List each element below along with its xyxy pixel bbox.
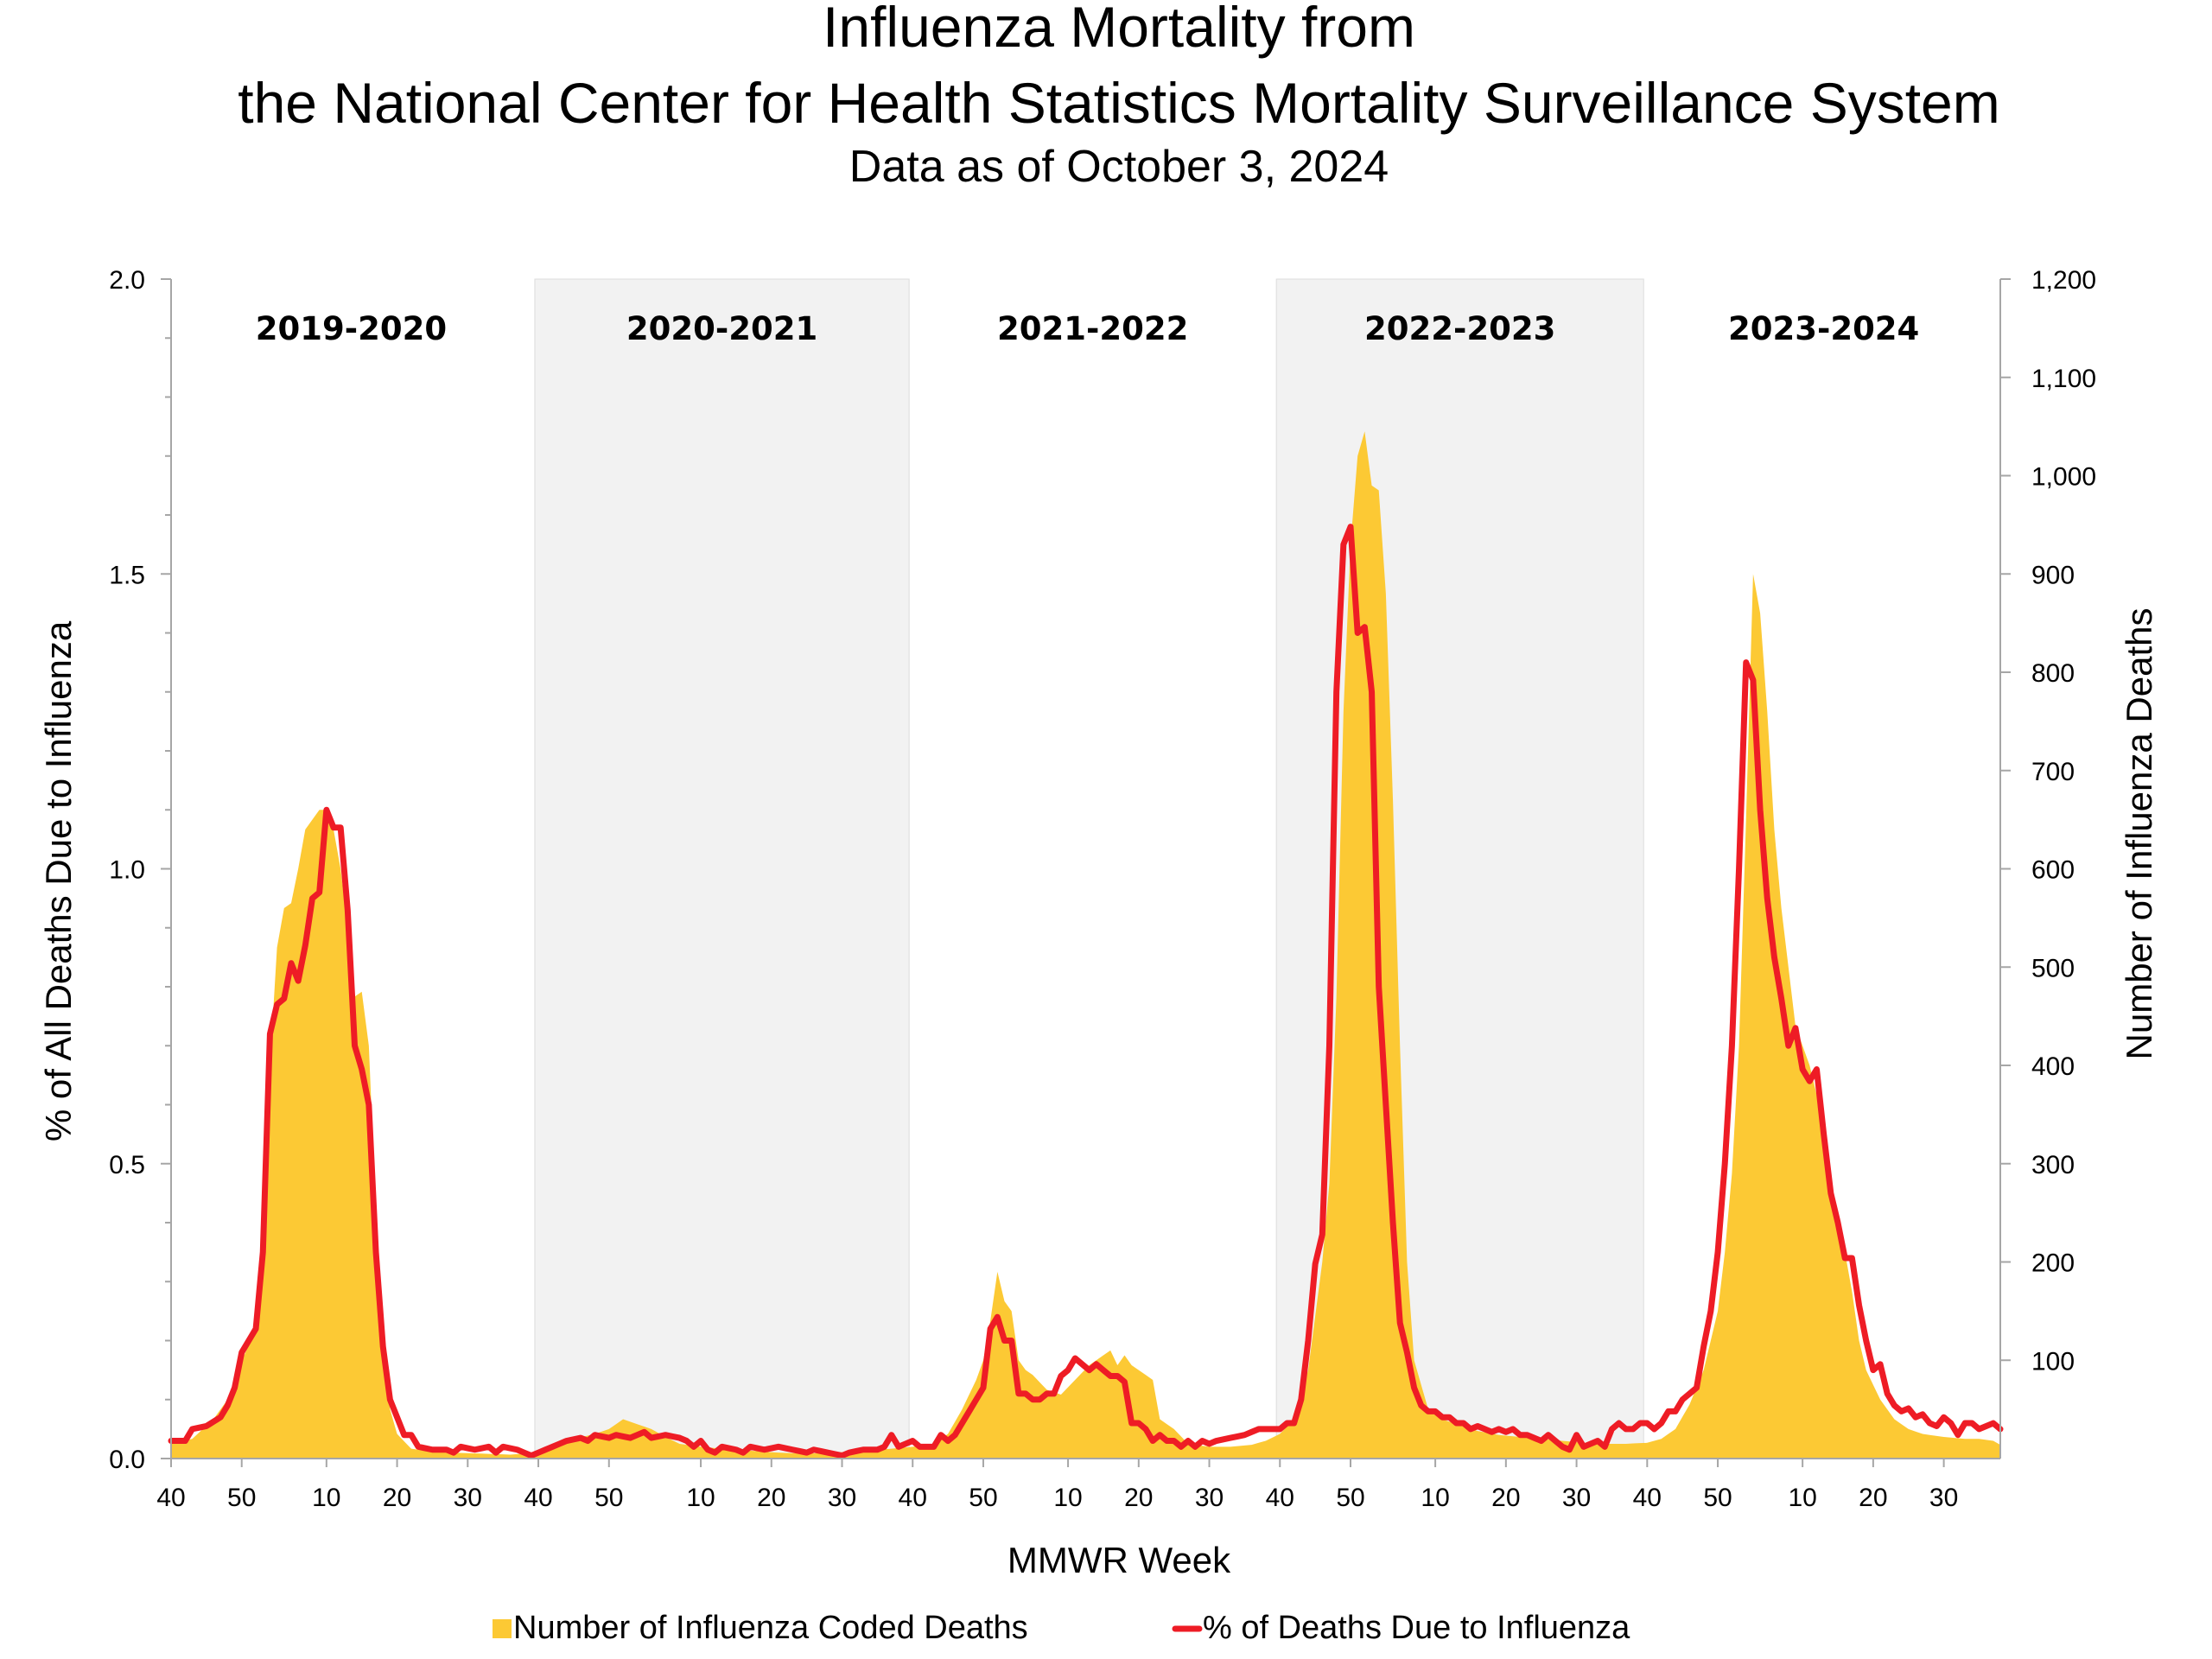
left-axis-ticks: 0.0 0.5 1.0 1.5 2.0 <box>109 266 171 1474</box>
right-tick-label: 700 <box>2031 758 2075 786</box>
x-tick-label: 10 <box>1421 1484 1449 1512</box>
right-tick-label: 800 <box>2031 659 2075 688</box>
x-tick-label: 30 <box>454 1484 482 1512</box>
x-tick-label: 10 <box>1053 1484 1082 1512</box>
x-tick-label: 50 <box>594 1484 623 1512</box>
x-tick-label: 10 <box>686 1484 715 1512</box>
chart-subtitle: Data as of October 3, 2024 <box>849 142 1389 192</box>
legend-area-label: Number of Influenza Coded Deaths <box>513 1610 1028 1646</box>
x-axis-label: MMWR Week <box>1007 1540 1231 1580</box>
right-tick-label: 1,200 <box>2031 266 2096 295</box>
x-tick-label: 30 <box>1929 1484 1958 1512</box>
season-label-2023-2024: 2023-2024 <box>1728 310 1919 347</box>
season-backgrounds <box>534 278 1644 1459</box>
right-tick-label: 1,000 <box>2031 463 2096 492</box>
chart-title-line2: the National Center for Health Statistic… <box>238 71 2000 135</box>
season-label-2020-2021: 2020-2021 <box>626 310 817 347</box>
right-tick-label: 100 <box>2031 1347 2075 1376</box>
season-band-2020-2021 <box>534 278 910 1459</box>
x-axis-ticks: 40 50 10 20 30 40 50 10 20 30 40 50 10 20 30 40 50 10 20 30… <box>156 1459 1958 1512</box>
right-tick-label: 200 <box>2031 1249 2075 1278</box>
x-tick-label: 30 <box>828 1484 856 1512</box>
legend-area-swatch <box>493 1619 512 1638</box>
x-tick-label: 50 <box>1703 1484 1732 1512</box>
x-tick-label: 40 <box>1633 1484 1662 1512</box>
x-tick-label: 50 <box>1336 1484 1364 1512</box>
x-tick-label: 40 <box>156 1484 185 1512</box>
right-tick-label: 1,100 <box>2031 365 2096 393</box>
x-tick-label: 20 <box>383 1484 411 1512</box>
season-label-2019-2020: 2019-2020 <box>256 310 447 347</box>
x-tick-label: 20 <box>757 1484 785 1512</box>
x-tick-label: 30 <box>1195 1484 1224 1512</box>
chart-title: Influenza Mortality from <box>823 0 1415 59</box>
x-tick-label: 40 <box>899 1484 927 1512</box>
left-tick-label: 0.5 <box>109 1151 145 1179</box>
right-tick-label: 300 <box>2031 1151 2075 1179</box>
left-tick-label: 1.5 <box>109 561 145 589</box>
x-tick-label: 30 <box>1562 1484 1591 1512</box>
right-tick-label: 500 <box>2031 954 2075 982</box>
right-tick-label: 900 <box>2031 561 2075 589</box>
x-tick-label: 40 <box>1266 1484 1294 1512</box>
legend: Number of Influenza Coded Deaths % of De… <box>493 1610 1630 1646</box>
right-tick-label: 600 <box>2031 856 2075 885</box>
season-label-2022-2023: 2022-2023 <box>1364 310 1555 347</box>
left-tick-label: 1.0 <box>109 856 145 885</box>
x-tick-label: 20 <box>1124 1484 1153 1512</box>
legend-line-label: % of Deaths Due to Influenza <box>1203 1610 1630 1646</box>
x-tick-label: 20 <box>1491 1484 1520 1512</box>
y-axis-left-label: % of All Deaths Due to Influenza <box>38 620 79 1141</box>
x-tick-label: 50 <box>227 1484 256 1512</box>
series-area-influenza-coded-deaths <box>171 431 2000 1459</box>
series-line-percent-deaths <box>168 524 2004 1459</box>
left-tick-label: 2.0 <box>109 266 145 295</box>
plot-area <box>168 431 2004 1459</box>
y-axis-right-label: Number of Influenza Deaths <box>2119 608 2159 1060</box>
season-labels: 2019-2020 2020-2021 2021-2022 2022-2023 2023… <box>256 310 1920 347</box>
right-tick-label: 400 <box>2031 1052 2075 1081</box>
x-tick-label: 10 <box>1788 1484 1816 1512</box>
left-tick-label: 0.0 <box>109 1446 145 1474</box>
x-tick-label: 50 <box>969 1484 997 1512</box>
right-axis-ticks: 100 200 300 400 500 600 700 800 900 1,000 1,100 1,2… <box>2000 266 2096 1376</box>
x-tick-label: 20 <box>1859 1484 1887 1512</box>
season-label-2021-2022: 2021-2022 <box>997 310 1188 347</box>
x-tick-label: 40 <box>524 1484 552 1512</box>
x-tick-label: 10 <box>312 1484 340 1512</box>
